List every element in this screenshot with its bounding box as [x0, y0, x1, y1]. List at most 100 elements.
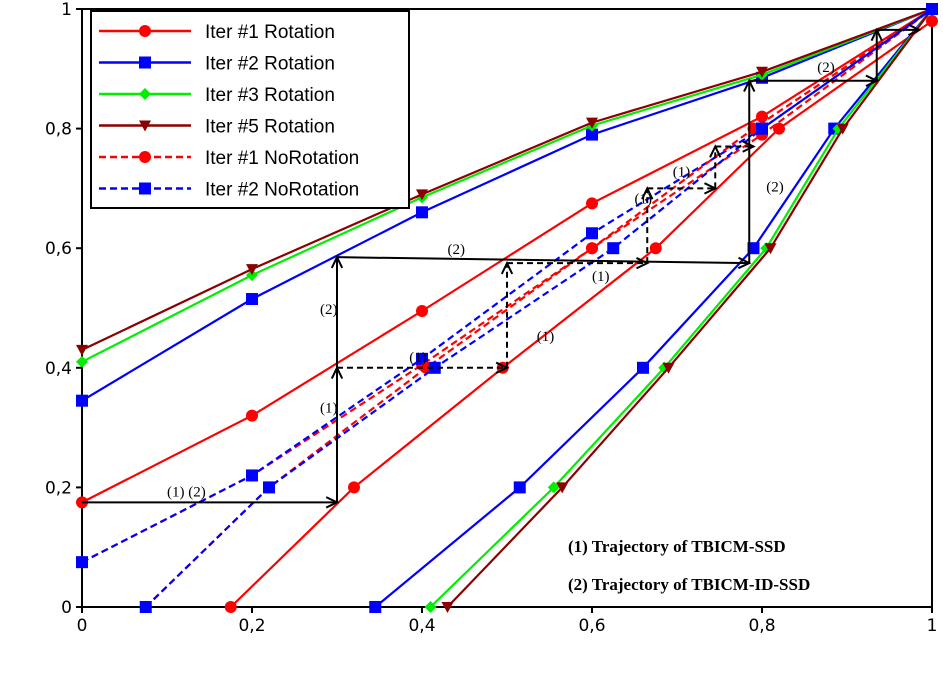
legend: Iter #1 Rotation Iter #2 Rotation Iter #3 …: [90, 10, 410, 209]
data-point: [662, 362, 675, 374]
legend-marker: [139, 88, 151, 100]
y-tick-label: 0,6: [45, 239, 72, 259]
data-point: [637, 361, 649, 374]
notes: (1) Trajectory of TBICM-SSD (2) Trajector…: [568, 537, 810, 594]
annotation-label: (2): [320, 302, 338, 318]
data-point: [76, 344, 88, 356]
data-point: [756, 122, 768, 135]
axis-layer: 0 0,2 0,4 0,6 0,8 1 0 0,2 0,4 0,6 0,8 1: [45, 0, 937, 636]
data-point: [441, 602, 454, 613]
data-point: [246, 293, 258, 306]
series-6: [224, 14, 938, 613]
legend-marker: [139, 151, 151, 163]
data-point: [224, 601, 237, 613]
data-point: [756, 66, 768, 78]
legend-entry: Iter #2 Rotation: [99, 54, 335, 75]
annotation-label: (1): [320, 401, 338, 417]
series-line: [81, 7, 933, 351]
data-point: [926, 14, 938, 27]
series-line: [429, 8, 933, 608]
legend-entry: Iter #1 NoRotation: [99, 148, 359, 169]
y-tick-label: 0: [61, 598, 72, 618]
data-point: [764, 243, 777, 255]
series-7: [369, 3, 938, 613]
legend-label: Iter #1 Rotation: [205, 22, 335, 43]
legend-entry: Iter #1 Rotation: [99, 22, 335, 43]
legend-label: Iter #5 Rotation: [205, 117, 335, 138]
data-point: [586, 197, 598, 210]
x-tick-label: 0,8: [748, 616, 775, 636]
data-point: [756, 110, 768, 123]
arrow-head: [742, 140, 756, 153]
x-tick-label: 0,2: [238, 616, 265, 636]
data-point: [263, 481, 275, 494]
data-point: [773, 122, 785, 135]
legend-marker: [139, 25, 151, 37]
annotation-label: (2): [817, 60, 835, 76]
data-point: [416, 352, 428, 365]
y-tick-label: 0,2: [45, 478, 72, 498]
data-point: [649, 242, 662, 255]
series-line: [81, 8, 933, 504]
x-tick-label: 0: [77, 616, 88, 636]
trajectory-2: [82, 23, 922, 509]
data-point: [586, 128, 598, 141]
trajectory-note: (2) Trajectory of TBICM-ID-SSD: [568, 575, 810, 594]
series-line: [446, 8, 933, 608]
y-tick-label: 0,8: [45, 120, 72, 140]
annotation-layer: (1) (2) (1) (2) (2) (1) (1) (1) (1) (1) (2) (2): [167, 60, 835, 501]
x-tick-label: 1: [927, 616, 938, 636]
annotation-label: (1): [592, 269, 610, 285]
data-point: [369, 601, 382, 613]
data-point: [556, 482, 569, 494]
trajectory-segment: [336, 256, 750, 265]
data-point: [424, 601, 437, 613]
data-point: [246, 264, 258, 276]
annotation-label: (1): [537, 329, 555, 345]
annotation-label: (1): [409, 350, 427, 366]
legend-marker: [139, 56, 151, 69]
data-point: [246, 409, 258, 422]
legend-box: [90, 10, 410, 209]
series-line: [145, 8, 933, 608]
annotation-label: (1): [673, 164, 691, 180]
data-point: [547, 481, 560, 494]
annotation-label: (1): [635, 191, 653, 207]
legend-marker: [139, 120, 151, 132]
trajectory-note: (1) Trajectory of TBICM-SSD: [568, 537, 786, 556]
data-point: [416, 304, 428, 317]
data-point: [428, 361, 441, 374]
annotation-label: (2): [448, 242, 466, 258]
y-tick-label: 1: [61, 0, 72, 20]
legend-label: Iter #1 NoRotation: [205, 148, 359, 169]
data-point: [926, 3, 938, 15]
legend-entry: Iter #2 NoRotation: [99, 180, 359, 201]
series-layer: [76, 3, 938, 613]
data-point: [416, 189, 428, 201]
data-point: [513, 481, 526, 494]
data-point: [836, 123, 849, 135]
x-tick-label: 0,6: [578, 616, 605, 636]
legend-label: Iter #2 Rotation: [205, 54, 335, 75]
plot-frame: [81, 8, 933, 608]
data-point: [76, 556, 88, 569]
legend-label: Iter #3 Rotation: [205, 85, 335, 106]
x-tick-label: 0,4: [408, 616, 435, 636]
data-point: [586, 227, 598, 240]
series-line: [81, 7, 933, 363]
data-point: [348, 481, 360, 494]
series-line: [81, 7, 933, 402]
data-point: [246, 469, 258, 482]
data-point: [586, 242, 598, 255]
data-point: [139, 601, 152, 613]
arrow-head: [908, 23, 922, 37]
legend-marker: [139, 182, 151, 195]
data-point: [747, 242, 760, 255]
data-point: [586, 117, 598, 129]
annotation-label: (1) (2): [167, 484, 206, 500]
data-point: [416, 206, 428, 219]
data-point: [76, 355, 88, 368]
trajectory-layer: [82, 23, 922, 509]
series-9: [441, 4, 938, 613]
